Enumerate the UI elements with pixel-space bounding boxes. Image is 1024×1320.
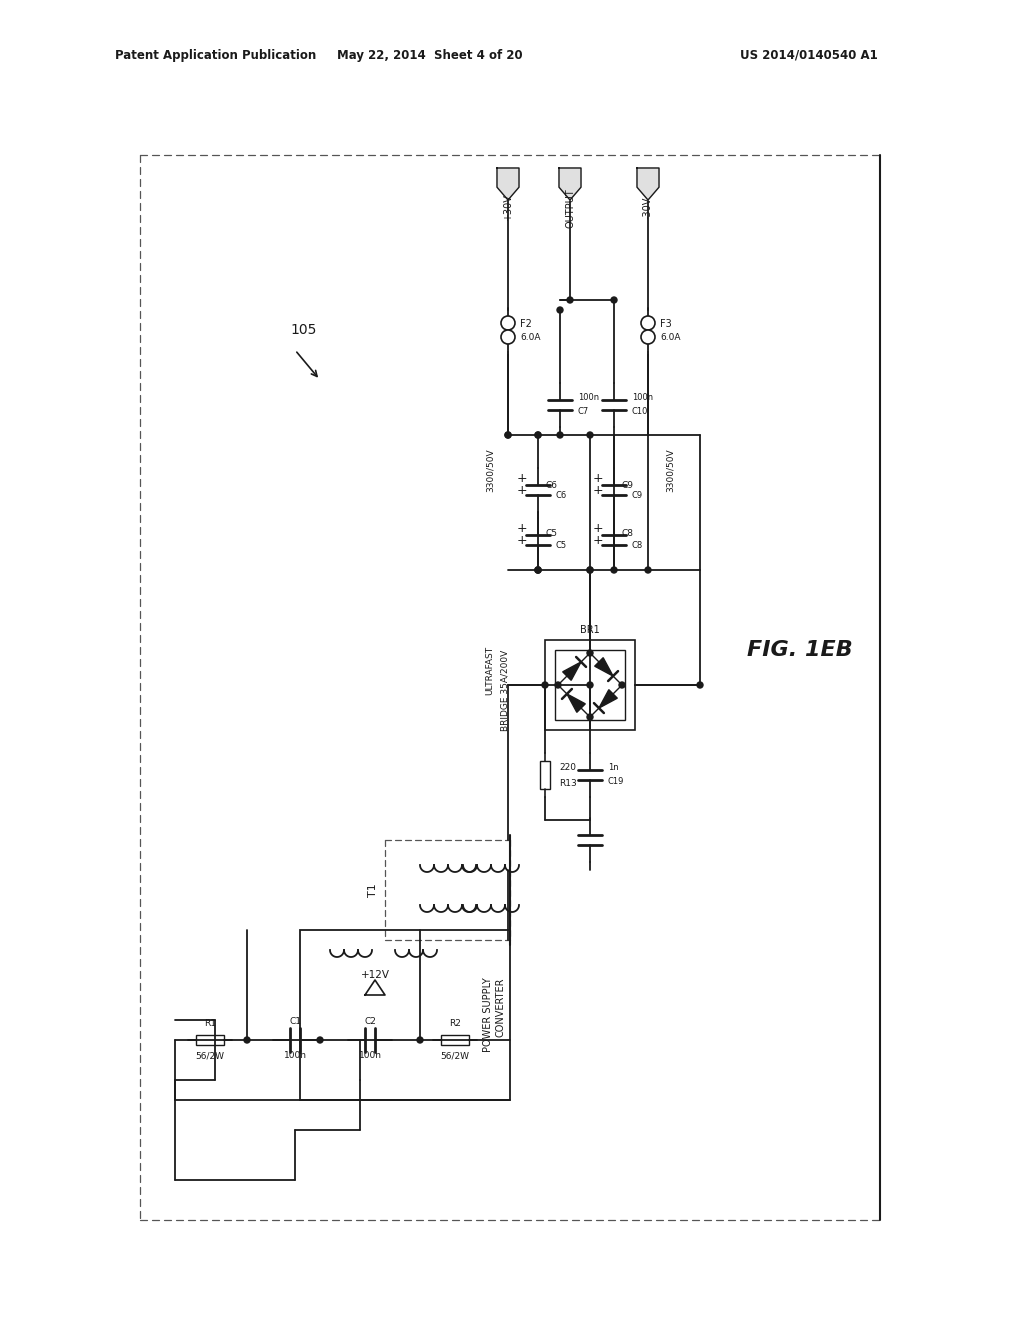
Text: 100n: 100n bbox=[632, 392, 653, 401]
Text: R1: R1 bbox=[204, 1019, 216, 1028]
Circle shape bbox=[535, 432, 541, 438]
Text: 6.0A: 6.0A bbox=[660, 334, 681, 342]
Text: F2: F2 bbox=[520, 319, 531, 329]
Text: +: + bbox=[593, 521, 603, 535]
Text: 1n: 1n bbox=[608, 763, 618, 771]
Text: C8: C8 bbox=[621, 529, 633, 539]
Polygon shape bbox=[559, 168, 581, 201]
Text: BRIDGE 35A/200V: BRIDGE 35A/200V bbox=[501, 649, 510, 731]
Circle shape bbox=[505, 432, 511, 438]
Text: 100n: 100n bbox=[284, 1052, 306, 1060]
Text: C8: C8 bbox=[632, 541, 643, 550]
Text: 220: 220 bbox=[559, 763, 575, 771]
Text: 6.0A: 6.0A bbox=[520, 334, 541, 342]
Text: +: + bbox=[517, 533, 527, 546]
Circle shape bbox=[535, 568, 541, 573]
Text: F3: F3 bbox=[660, 319, 672, 329]
Circle shape bbox=[587, 682, 593, 688]
Text: C19: C19 bbox=[608, 776, 625, 785]
Text: R13: R13 bbox=[559, 779, 577, 788]
Polygon shape bbox=[567, 694, 586, 713]
Text: +: + bbox=[593, 533, 603, 546]
Text: C5: C5 bbox=[545, 529, 557, 539]
Text: +: + bbox=[517, 521, 527, 535]
Text: 100n: 100n bbox=[358, 1052, 382, 1060]
Circle shape bbox=[697, 682, 703, 688]
Circle shape bbox=[501, 330, 515, 345]
Bar bbox=[540, 762, 550, 789]
Circle shape bbox=[587, 649, 593, 656]
Circle shape bbox=[542, 682, 548, 688]
Text: 3300/50V: 3300/50V bbox=[485, 449, 495, 492]
Circle shape bbox=[417, 1038, 423, 1043]
Text: +: + bbox=[593, 471, 603, 484]
Circle shape bbox=[555, 682, 561, 688]
Text: T1: T1 bbox=[368, 883, 378, 896]
Circle shape bbox=[535, 568, 541, 573]
Text: US 2014/0140540 A1: US 2014/0140540 A1 bbox=[740, 49, 878, 62]
Text: C7: C7 bbox=[578, 407, 589, 416]
Text: 100n: 100n bbox=[578, 392, 599, 401]
Text: +: + bbox=[517, 471, 527, 484]
Text: C9: C9 bbox=[621, 480, 633, 490]
Text: C6: C6 bbox=[556, 491, 567, 500]
Polygon shape bbox=[599, 689, 617, 708]
Text: C1: C1 bbox=[289, 1018, 301, 1027]
Polygon shape bbox=[562, 661, 581, 680]
Circle shape bbox=[501, 315, 515, 330]
Text: C6: C6 bbox=[545, 480, 557, 490]
Circle shape bbox=[587, 568, 593, 573]
Text: +: + bbox=[517, 483, 527, 496]
Circle shape bbox=[618, 682, 625, 688]
Text: BR1: BR1 bbox=[581, 624, 600, 635]
Text: FIG. 1EB: FIG. 1EB bbox=[748, 640, 853, 660]
Polygon shape bbox=[497, 168, 519, 201]
Circle shape bbox=[587, 568, 593, 573]
Circle shape bbox=[557, 432, 563, 438]
Text: ULTRAFAST: ULTRAFAST bbox=[485, 645, 495, 694]
Text: R2: R2 bbox=[450, 1019, 461, 1028]
Circle shape bbox=[567, 297, 573, 304]
Bar bbox=[545, 640, 635, 730]
Text: May 22, 2014  Sheet 4 of 20: May 22, 2014 Sheet 4 of 20 bbox=[337, 49, 523, 62]
Circle shape bbox=[535, 432, 541, 438]
Circle shape bbox=[244, 1038, 250, 1043]
Circle shape bbox=[317, 1038, 323, 1043]
Circle shape bbox=[505, 432, 511, 438]
Circle shape bbox=[611, 568, 617, 573]
Text: +: + bbox=[593, 483, 603, 496]
Text: OUTPUT: OUTPUT bbox=[565, 189, 575, 228]
Text: 105: 105 bbox=[290, 323, 316, 337]
Text: +30V: +30V bbox=[503, 194, 513, 222]
Bar bbox=[196, 1035, 224, 1045]
Text: -30V: -30V bbox=[643, 197, 653, 219]
Bar bbox=[441, 1035, 469, 1045]
Circle shape bbox=[645, 568, 651, 573]
Text: C5: C5 bbox=[556, 541, 567, 550]
Bar bbox=[300, 931, 510, 1100]
Circle shape bbox=[587, 432, 593, 438]
Circle shape bbox=[641, 315, 655, 330]
Circle shape bbox=[641, 330, 655, 345]
Text: C9: C9 bbox=[632, 491, 643, 500]
Text: +12V: +12V bbox=[360, 970, 389, 979]
Text: 3300/50V: 3300/50V bbox=[666, 449, 675, 492]
Text: 56/2W: 56/2W bbox=[440, 1052, 469, 1060]
Circle shape bbox=[535, 568, 541, 573]
Circle shape bbox=[587, 714, 593, 719]
Polygon shape bbox=[637, 168, 659, 201]
Circle shape bbox=[611, 297, 617, 304]
Circle shape bbox=[557, 308, 563, 313]
Text: C2: C2 bbox=[365, 1018, 376, 1027]
Polygon shape bbox=[595, 657, 613, 676]
Text: C10: C10 bbox=[632, 407, 648, 416]
Text: POWER SUPPLY
CONVERTER: POWER SUPPLY CONVERTER bbox=[483, 978, 505, 1052]
Text: Patent Application Publication: Patent Application Publication bbox=[115, 49, 316, 62]
Bar bbox=[555, 649, 625, 719]
Text: 56/2W: 56/2W bbox=[196, 1052, 224, 1060]
